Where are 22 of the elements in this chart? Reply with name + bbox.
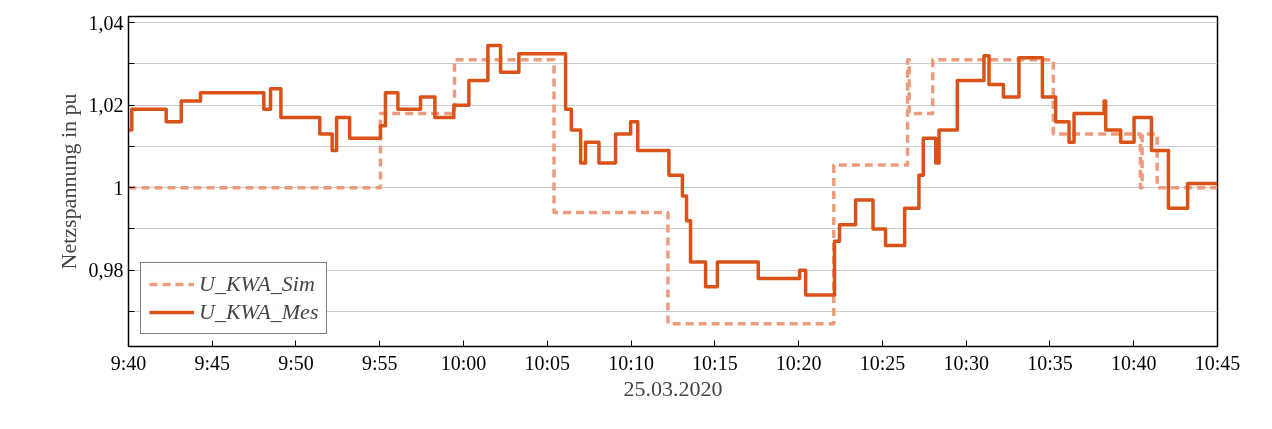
x-tick-label: 10:10 (608, 351, 654, 374)
x-tick-label: 10:40 (1110, 351, 1157, 374)
x-tick-label: 10:35 (1027, 351, 1073, 374)
x-tick-label: 9:45 (194, 351, 231, 374)
x-tick-label: 9:55 (362, 351, 398, 374)
x-tick-label: 10:15 (692, 351, 738, 374)
y-tick-label: 1,04 (88, 11, 124, 34)
y-tick-label: 1,02 (88, 94, 124, 117)
x-tick-label: 9:50 (278, 351, 314, 374)
legend-label: U_KWA_Mes (199, 299, 319, 325)
x-tick-label: 9:40 (110, 351, 147, 374)
x-tick-label: 10:05 (524, 351, 571, 374)
x-tick-label: 10:25 (859, 351, 906, 374)
x-tick-label: 10:45 (1194, 351, 1241, 374)
x-tick-label: 10:00 (440, 351, 487, 374)
x-axis-title: 25.03.2020 (623, 375, 723, 401)
y-axis-title: Netzspannung in pu (55, 93, 81, 270)
legend-label: U_KWA_Sim (199, 271, 315, 297)
y-tick-label: 1 (113, 176, 124, 199)
y-tick-label: 0,98 (88, 259, 124, 282)
x-tick-label: 10:30 (943, 351, 989, 374)
x-tick-label: 10:20 (775, 351, 822, 374)
